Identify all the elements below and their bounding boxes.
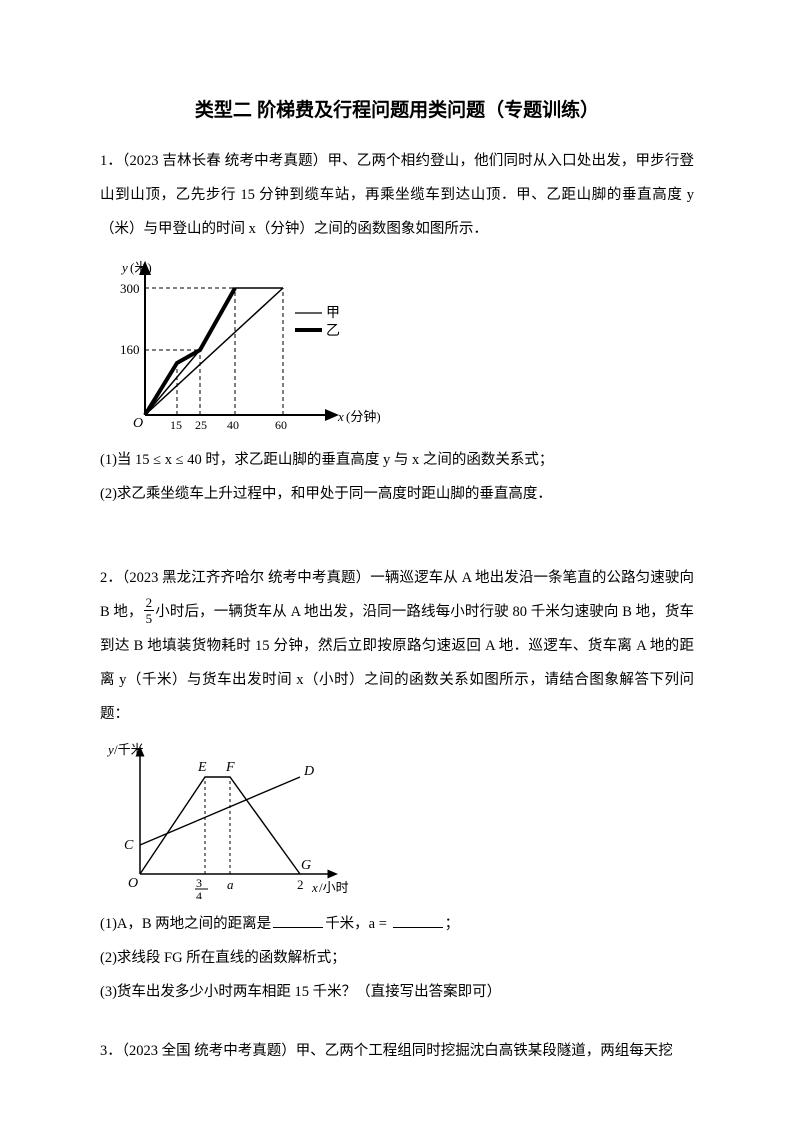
point-D: D [303, 764, 314, 779]
point-F: F [225, 760, 235, 775]
svg-text:y: y [106, 742, 114, 757]
point-G: G [301, 858, 311, 873]
q2-prompt: 2．（2023 黑龙江齐齐哈尔 统考中考真题）一辆巡逻车从 A 地出发沿一条笔直… [100, 561, 694, 731]
point-E: E [197, 760, 207, 775]
svg-text:(米): (米) [130, 260, 152, 275]
ytick-300: 300 [120, 281, 140, 296]
q2-figure: y /千米 x /小时 O C D E F G 3 4 a 2 [100, 739, 694, 899]
xtick-40: 40 [227, 418, 239, 432]
q2-sub2: (2)求线段 FG 所在直线的函数解析式； [100, 941, 694, 975]
page-title: 类型二 阶梯费及行程问题用类问题（专题训练） [100, 95, 694, 126]
svg-text:/千米: /千米 [114, 742, 144, 757]
xtick-15: 15 [170, 418, 182, 432]
ytick-160: 160 [120, 342, 140, 357]
blank-2 [393, 914, 443, 928]
q3-prompt: 3．（2023 全国 统考中考真题）甲、乙两个工程组同时挖掘沈白高铁某段隧道，两… [100, 1034, 694, 1068]
q1-sub2: (2)求乙乘坐缆车上升过程中，和甲处于同一高度时距山脚的垂直高度． [100, 477, 694, 511]
svg-text:O: O [133, 416, 143, 431]
svg-text:/小时: /小时 [319, 880, 349, 895]
q1-text: 1．（2023 吉林长春 统考中考真题）甲、乙两个相约登山，他们同时从入口处出发… [100, 153, 694, 237]
blank-1 [273, 914, 323, 928]
q2-sub1: (1)A，B 两地之间的距离是 千米，a = ； [100, 907, 694, 941]
svg-text:4: 4 [196, 889, 202, 899]
point-C: C [124, 838, 134, 853]
q1-prompt: 1．（2023 吉林长春 统考中考真题）甲、乙两个相约登山，他们同时从入口处出发… [100, 144, 694, 246]
q1-figure: y (米) x (分钟) O 300 160 15 25 40 60 甲 乙 [100, 255, 694, 435]
q2-sub1-a: (1)A，B 两地之间的距离是 [100, 916, 271, 932]
svg-text:y: y [120, 260, 128, 275]
q2-sub1-b: 千米，a = [325, 916, 390, 932]
svg-text:(分钟): (分钟) [346, 409, 380, 424]
xtick-25: 25 [195, 418, 207, 432]
xtick-2: 2 [297, 877, 304, 892]
legend-yi: 乙 [326, 323, 340, 339]
svg-text:x: x [337, 409, 344, 424]
legend-jia: 甲 [326, 306, 340, 321]
q1-sub1: (1)当 15 ≤ x ≤ 40 时，求乙距山脚的垂直高度 y 与 x 之间的函… [100, 443, 694, 477]
xtick-a: a [227, 877, 234, 892]
svg-text:3: 3 [196, 876, 202, 890]
xtick-60: 60 [275, 418, 287, 432]
frac-2-5: 25 [144, 596, 155, 625]
q2-sub1-c: ； [445, 916, 460, 932]
q2-text-b: 小时后，一辆货车从 A 地出发，沿同一路线每小时行驶 80 千米匀速驶向 B 地… [100, 604, 694, 722]
q2-sub3: (3)货车出发多少小时两车相距 15 千米？（直接写出答案即可） [100, 975, 694, 1009]
point-O: O [128, 876, 138, 891]
svg-text:x: x [311, 880, 318, 895]
